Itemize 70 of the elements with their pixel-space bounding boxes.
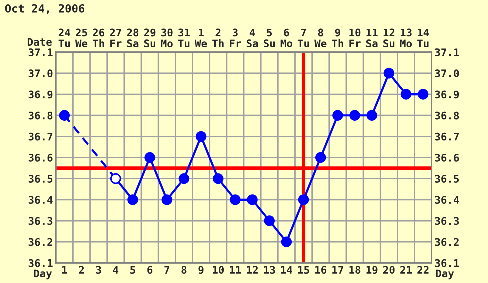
x2-tick-label: 24 Tu	[58, 28, 70, 48]
y-tick-label: 36.3	[28, 217, 53, 226]
y-tick-label: 37.0	[28, 70, 53, 78]
y2-tick-label: 36.6	[435, 154, 460, 162]
y2-tick-label: 36.7	[435, 132, 459, 141]
x2-tick-label: 30 Mo	[161, 28, 173, 48]
y-tick-label: 37.1	[28, 48, 53, 56]
x-tick-label: 18	[350, 266, 361, 274]
x-tick-label: 15	[298, 266, 310, 274]
x2-tick-label: 29 Su	[144, 28, 156, 48]
y2-tick-label: 36.3	[435, 217, 460, 226]
x-tick-label: 11	[230, 266, 242, 274]
y-tick-label: 36.7	[28, 132, 53, 141]
x2-tick-label: 26 Th	[93, 28, 105, 48]
text: Day	[436, 270, 454, 280]
x-tick-label: 16	[316, 266, 327, 274]
x2-tick-label: 14 Tu	[418, 28, 430, 48]
x2-tick-label: 5 Su	[264, 28, 276, 48]
x-tick-label: 7	[164, 266, 170, 274]
x2-tick-label: 6 Mo	[280, 28, 292, 48]
y-tick-label: 36.1	[28, 259, 53, 268]
x-tick-label: 4	[113, 266, 119, 274]
x2-tick-label: 25 We	[75, 28, 88, 48]
x2-axis-title: Date	[28, 38, 52, 46]
x-tick-label: 13	[264, 266, 276, 274]
y2-tick-label: 36.9	[435, 90, 460, 99]
x2-tick-label: 28 Sa	[127, 28, 139, 48]
x-tick-label: 8	[182, 266, 187, 274]
y2-tick-label: 36.5	[435, 175, 460, 183]
x-tick-label: 9	[198, 266, 204, 274]
y-tick-label: 36.9	[28, 90, 53, 99]
x2-tick-label: 27 Fr	[110, 28, 122, 48]
y2-tick-label: 36.1	[435, 259, 460, 268]
y2-tick-label: 36.2	[435, 238, 459, 246]
y2-tick-label: 36.8	[435, 112, 460, 120]
x-tick-label: 6	[148, 266, 153, 274]
y-tick-label: 36.4	[28, 196, 53, 204]
x-tick-label: 17	[332, 266, 344, 274]
x2-tick-label: 4 Sa	[246, 28, 258, 48]
x2-tick-label: 10 Fr	[350, 28, 361, 48]
x-tick-label: 14	[281, 266, 293, 274]
y2-tick-label: 36.4	[435, 196, 460, 204]
x2-tick-label: 11 Sa	[366, 28, 378, 48]
x2-tick-label: 12 Su	[384, 28, 395, 48]
x2-tick-label: 9 Th	[332, 28, 344, 48]
x-tick-label: 20	[383, 266, 395, 274]
y-tick-label: 36.5	[28, 175, 53, 183]
x-tick-label: 1	[62, 266, 68, 274]
x2-tick-label: 3 Fr	[230, 28, 242, 48]
x-tick-label: 19	[366, 266, 378, 274]
x-tick-label: 2	[79, 266, 84, 274]
x2-tick-label: 1 We	[195, 28, 208, 48]
x-tick-label: 10	[213, 266, 224, 274]
y-tick-label: 36.8	[28, 112, 53, 120]
x-tick-label: 12	[247, 266, 258, 274]
x-tick-label: 5	[130, 266, 136, 274]
y-tick-label: 36.6	[28, 154, 53, 162]
x-tick-label: 21	[400, 266, 412, 274]
x-tick-label: 3	[96, 266, 102, 274]
y-tick-label: 36.2	[28, 238, 52, 246]
x-tick-label: 22	[418, 266, 429, 274]
x2-tick-label: 13 Mo	[400, 28, 412, 48]
y2-tick-label: 37.1	[435, 48, 460, 56]
x2-tick-label: 31 Tu	[178, 28, 190, 48]
x2-tick-label: 7 Tu	[298, 28, 310, 48]
chart-title: Oct 24, 2006	[5, 4, 85, 14]
x2-tick-label: 8 We	[314, 28, 327, 48]
x-axis-title: Day	[34, 270, 52, 280]
x2-tick-label: 2 Th	[212, 28, 224, 48]
y2-tick-label: 37.0	[435, 70, 460, 78]
